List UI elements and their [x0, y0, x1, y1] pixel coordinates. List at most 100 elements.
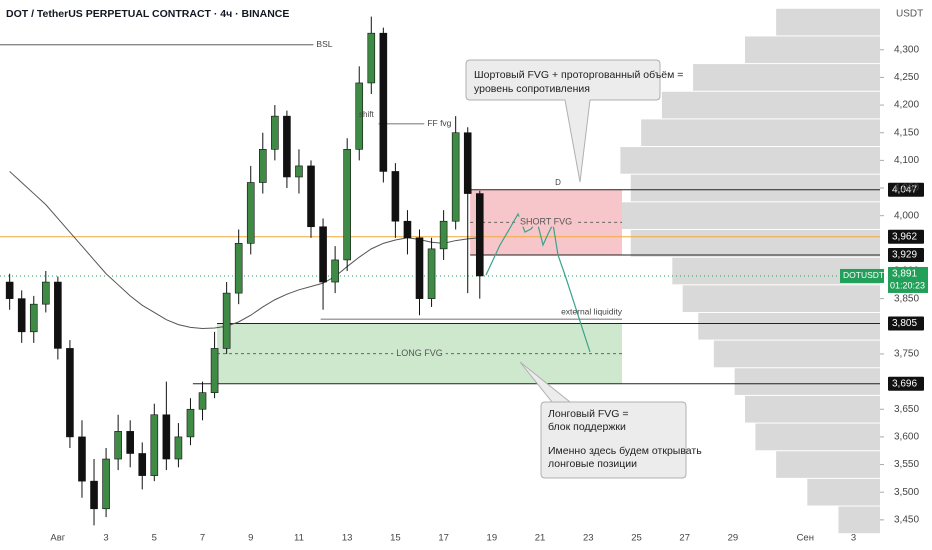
x-tick-label: Сен: [797, 533, 814, 544]
volume-bar: [745, 36, 880, 64]
y-tick-label: 3,600: [894, 432, 919, 443]
candle-body: [258, 149, 267, 183]
note-line: Шортовый FVG + проторгованный объём =: [474, 69, 683, 81]
candle-body: [355, 82, 364, 150]
y-tick-label: 3,850: [894, 293, 919, 304]
y-tick-label: 4,150: [894, 127, 919, 138]
x-tick-label: 7: [200, 533, 205, 544]
x-tick-label: 11: [294, 533, 304, 544]
x-tick-label: 3: [851, 533, 856, 544]
volume-bar: [755, 423, 880, 451]
y-tick-label: 3,750: [894, 349, 919, 360]
volume-bar: [630, 174, 880, 202]
currency: USDT: [896, 9, 923, 20]
volume-bar: [630, 230, 880, 257]
x-tick-label: 25: [631, 533, 642, 544]
volume-bar: [641, 119, 880, 147]
candle-body: [174, 436, 183, 460]
candle-body: [451, 132, 460, 222]
candle-body: [475, 193, 484, 277]
volume-bar: [682, 285, 880, 312]
level-label-bg: [888, 229, 924, 244]
level-label-bg: [888, 182, 924, 197]
volume-bar: [838, 506, 880, 534]
y-tick-label: 4,200: [894, 100, 919, 111]
candle-body: [102, 458, 110, 510]
note-box: [519, 361, 687, 479]
candle-body: [331, 259, 339, 283]
candle-body: [427, 248, 436, 299]
y-tick-label: 3,550: [894, 459, 919, 470]
background-layer: [0, 8, 880, 534]
x-tick-label: 29: [728, 533, 739, 544]
y-tick-label: 4,050: [894, 183, 919, 194]
annotation-label: external liquidity: [561, 306, 623, 316]
annotation-label: D: [555, 178, 561, 187]
countdown: 01:20:23: [890, 280, 925, 290]
y-tick-label: 3,450: [894, 514, 919, 525]
x-tick-label: 9: [248, 533, 253, 544]
volume-bar: [713, 340, 880, 368]
note-line: Именно здесь будем открывать: [548, 445, 702, 457]
x-tick-label: 13: [342, 533, 353, 544]
note-box: [465, 59, 661, 183]
y-tick-label: 4,300: [894, 44, 919, 55]
y-tick-label: 4,100: [894, 155, 919, 166]
volume-bar: [776, 8, 880, 36]
volume-bar: [776, 451, 880, 478]
annotation-label: BSL: [316, 39, 332, 49]
volume-bar: [693, 64, 880, 91]
y-tick-label: 3,500: [894, 487, 919, 498]
volume-bar: [610, 202, 880, 230]
zone-label: SHORT FVG: [520, 217, 572, 227]
candle-body: [379, 32, 388, 172]
chart-title: DOT / TetherUS PERPETUAL CONTRACT · 4ч ·…: [6, 8, 289, 20]
zone-label-bg: [393, 348, 446, 359]
level-label-bg: [888, 247, 924, 262]
candle-body: [17, 298, 26, 333]
candle-body: [403, 220, 412, 239]
x-tick-label: 3: [103, 533, 108, 544]
candle-body: [78, 436, 86, 482]
label-layer: SHORT FVG LONG FVG 4,047 3,962 3,929 3,805 3,6…: [50, 39, 928, 544]
candle-body: [222, 292, 231, 349]
candle-body: [271, 115, 279, 150]
candle-body: [5, 281, 14, 299]
candle-body: [54, 281, 62, 349]
candle-body: [234, 243, 243, 294]
zone-label-bg: [516, 216, 576, 227]
level-label-bg: [888, 376, 924, 391]
last-price-bg: [888, 266, 928, 293]
candle-body: [367, 32, 376, 84]
x-tick-label: 23: [583, 533, 594, 544]
candle-body: [66, 348, 74, 438]
x-tick-label: 21: [535, 533, 546, 544]
data-layer: [5, 16, 484, 526]
x-tick-label: 5: [152, 533, 157, 544]
candle-body: [114, 431, 122, 460]
level-label: 3,962: [892, 231, 917, 242]
candle-body: [307, 165, 315, 228]
x-tick-label: Авг: [50, 533, 65, 544]
candle-body: [186, 408, 195, 438]
x-tick-label: 19: [487, 533, 498, 544]
note-line: блок поддержки: [548, 421, 626, 433]
y-tick-label: 4,000: [894, 210, 919, 221]
annotation-label: shift: [359, 110, 374, 119]
volume-bar: [807, 478, 880, 506]
candle-body: [283, 115, 291, 178]
candle-body: [150, 414, 159, 476]
annotation-label: FF fvg: [427, 118, 451, 128]
candle-body: [126, 431, 134, 454]
level-label: 3,805: [892, 318, 917, 329]
volume-bar: [745, 395, 880, 423]
note-line: лонговые позиции: [548, 458, 637, 470]
candle-body: [198, 392, 207, 410]
note-line: Лонговый FVG =: [548, 408, 629, 420]
candle-body: [319, 226, 327, 283]
level-label: 4,047: [892, 184, 917, 195]
candle-body: [391, 171, 400, 222]
candle-body: [42, 281, 50, 305]
moving-average: [9, 171, 480, 330]
